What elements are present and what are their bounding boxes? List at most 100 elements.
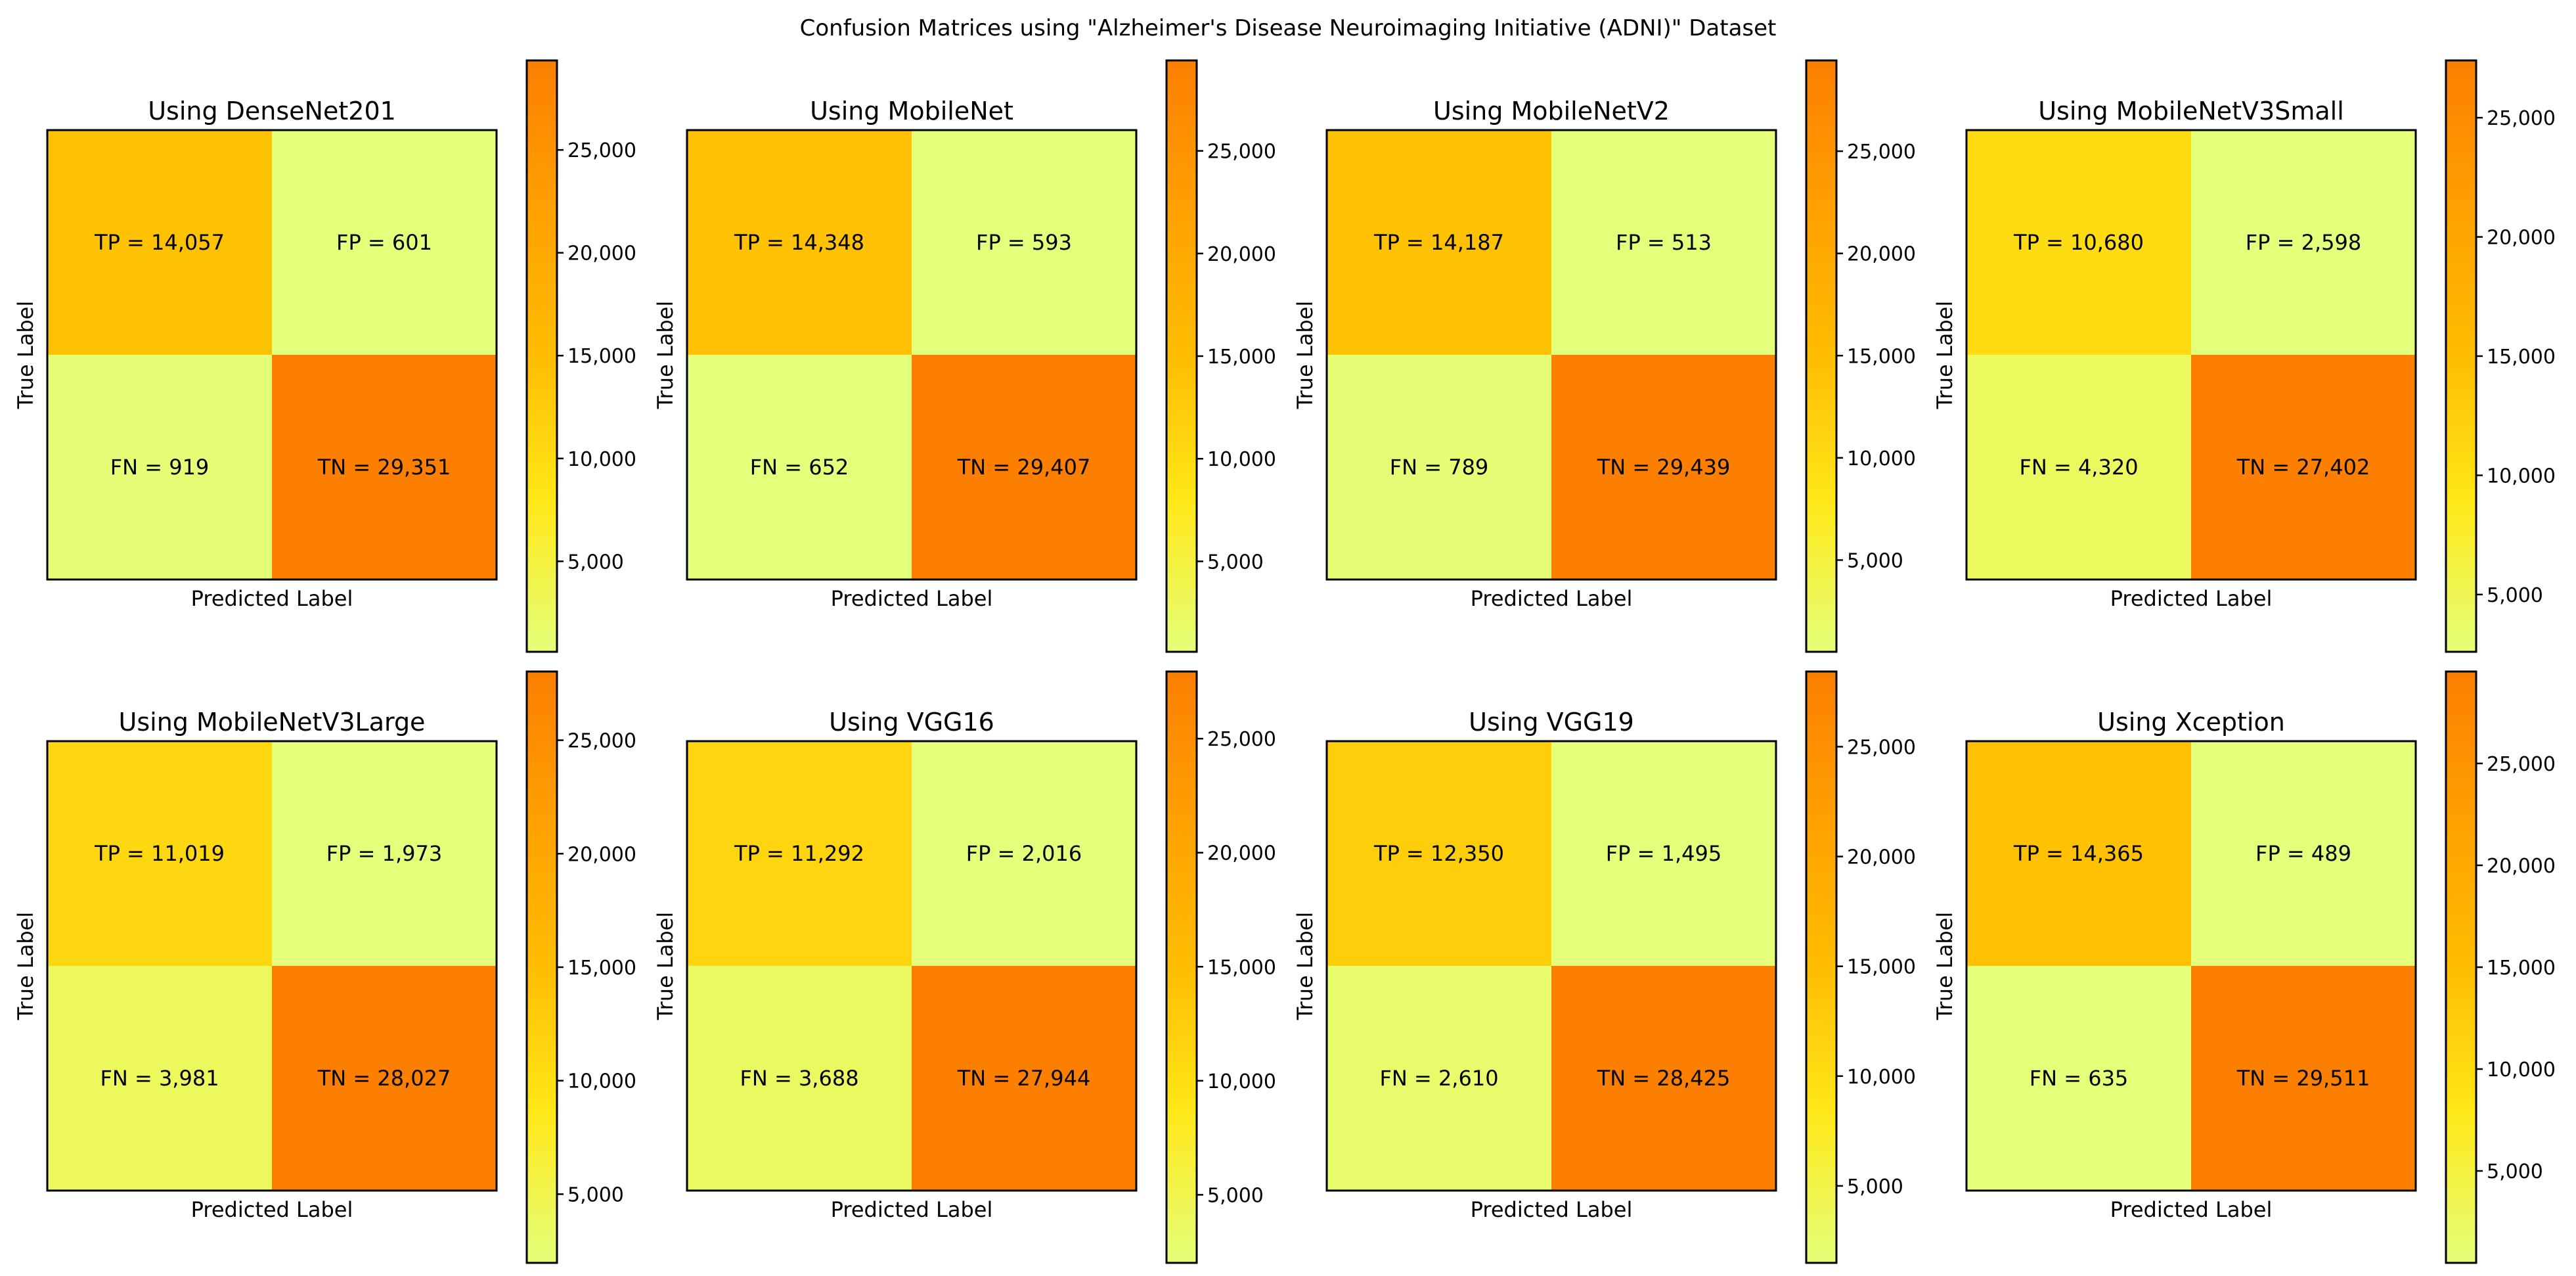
colorbar-tick-label: 5,000 <box>2487 1160 2543 1183</box>
heatmap-cell-fn <box>687 355 912 580</box>
cell-label-fn: FN = 2,610 <box>1379 1066 1498 1091</box>
heatmap-cell-tn <box>1551 355 1776 580</box>
colorbar-tick-label: 5,000 <box>567 1183 624 1206</box>
cell-label-fn: FN = 3,688 <box>740 1066 858 1091</box>
y-axis-label: True Label <box>1932 301 1957 409</box>
panel-title: Using VGG16 <box>829 708 994 737</box>
colorbar-tick-label: 10,000 <box>1207 1070 1276 1093</box>
confusion-panel-3: Using MobileNetV2 TP = 14,187 FP = 513 FN =… <box>1293 59 1916 653</box>
cell-label-tp: TP = 14,348 <box>734 230 864 255</box>
cell-label-fp: FP = 1,973 <box>326 841 442 866</box>
confusion-panel-6: Using VGG16 TP = 11,292 FP = 2,016 FN = 3,6… <box>653 670 1276 1264</box>
heatmap-cell-fn <box>47 355 272 580</box>
colorbar-tick-label: 10,000 <box>567 1070 636 1093</box>
cell-label-tn: TN = 27,944 <box>957 1066 1091 1091</box>
cell-label-tp: TP = 11,019 <box>94 841 225 866</box>
panel-title: Using MobileNet <box>810 97 1013 125</box>
panel-title: Using MobileNetV2 <box>1433 97 1670 125</box>
colorbar-tick-label: 5,000 <box>567 551 624 574</box>
heatmap-cell-fp <box>912 130 1136 355</box>
panel-title: Using DenseNet201 <box>148 97 396 125</box>
heatmap-cell-fn <box>1327 355 1551 580</box>
panel-title: Using Xception <box>2097 708 2285 737</box>
colorbar-tick-label: 5,000 <box>1847 1175 1903 1198</box>
cell-label-fp: FP = 601 <box>336 230 432 255</box>
x-axis-label: Predicted Label <box>2110 586 2273 611</box>
colorbar-tick-label: 20,000 <box>1847 243 1916 266</box>
colorbar-gradient <box>1166 60 1197 652</box>
heatmap-cell-tp <box>47 130 272 355</box>
cell-label-tp: TP = 14,187 <box>1373 230 1504 255</box>
heatmap-frame <box>1325 740 1777 1192</box>
heatmap-cell-tp <box>47 741 272 966</box>
colorbar-tick-label: 20,000 <box>2487 855 2556 878</box>
x-axis-label: Predicted Label <box>1471 586 1633 611</box>
cell-label-fn: FN = 635 <box>2030 1066 2129 1091</box>
colorbar-tick-label: 25,000 <box>1207 141 1276 164</box>
colorbar-tick-label: 25,000 <box>567 730 636 753</box>
colorbar-tick-label: 10,000 <box>1207 448 1276 471</box>
heatmap-cell-tp <box>1327 741 1551 966</box>
heatmap-cell-fn <box>687 966 912 1191</box>
colorbar-tick-label: 25,000 <box>1847 141 1916 164</box>
cell-label-fn: FN = 919 <box>110 455 210 480</box>
confusion-panel-4: Using MobileNetV3Small TP = 10,680 FP = 2,… <box>1932 59 2556 653</box>
heatmap-cell-fp <box>272 130 497 355</box>
cell-label-tn: TN = 28,027 <box>317 1066 451 1091</box>
cell-label-tn: TN = 29,511 <box>2236 1066 2370 1091</box>
x-axis-label: Predicted Label <box>191 1197 353 1222</box>
heatmap-cell-tp <box>1966 741 2191 966</box>
cell-label-fp: FP = 593 <box>976 230 1072 255</box>
heatmap-cell-fp <box>272 741 497 966</box>
cell-label-tn: TN = 28,425 <box>1597 1066 1731 1091</box>
cell-label-tn: TN = 29,407 <box>957 455 1091 480</box>
confusion-panel-8: Using Xception TP = 14,365 FP = 489 FN = 63… <box>1932 670 2556 1264</box>
heatmap-cell-fn <box>1327 966 1551 1191</box>
colorbar-frame <box>1805 670 1838 1264</box>
heatmap-cell-fp <box>2191 130 2416 355</box>
confusion-panel-5: Using MobileNetV3Large TP = 11,019 FP = 1,… <box>13 670 636 1264</box>
panels-container: Using DenseNet201 TP = 14,057 FP = 601 FN =… <box>13 59 2556 1264</box>
colorbar-gradient <box>2446 60 2476 652</box>
heatmap-cell-tp <box>687 130 912 355</box>
colorbar-tick-label: 25,000 <box>2487 107 2556 130</box>
cell-label-fn: FN = 789 <box>1390 455 1489 480</box>
colorbar-tick-label: 15,000 <box>1847 345 1916 368</box>
figure-suptitle: Confusion Matrices using "Alzheimer's Di… <box>800 15 1777 41</box>
colorbar-gradient <box>2446 672 2476 1263</box>
heatmap-cell-fn <box>1966 966 2191 1191</box>
cell-label-fn: FN = 652 <box>750 455 849 480</box>
cell-label-tp: TP = 14,365 <box>2013 841 2144 866</box>
panel-title: Using MobileNetV3Small <box>2038 97 2344 125</box>
heatmap-frame <box>1965 129 2417 581</box>
confusion-panel-7: Using VGG19 TP = 12,350 FP = 1,495 FN = 2,6… <box>1293 670 1916 1264</box>
colorbar-tick-label: 10,000 <box>2487 1059 2556 1082</box>
heatmap-cell-tn <box>2191 966 2416 1191</box>
x-axis-label: Predicted Label <box>831 586 993 611</box>
heatmap-cell-fn <box>1966 355 2191 580</box>
colorbar-tick-label: 20,000 <box>1847 846 1916 869</box>
colorbar-tick-label: 5,000 <box>1847 549 1903 572</box>
colorbar-tick-label: 15,000 <box>1207 956 1276 979</box>
heatmap-cell-tn <box>912 966 1136 1191</box>
heatmap-frame <box>1325 129 1777 581</box>
cell-label-tp: TP = 12,350 <box>1373 841 1504 866</box>
colorbar-tick-label: 25,000 <box>1847 736 1916 759</box>
colorbar-tick-label: 20,000 <box>567 843 636 866</box>
heatmap-cell-tn <box>1551 966 1776 1191</box>
cell-label-tp: TP = 10,680 <box>2013 230 2144 255</box>
colorbar-tick-label: 10,000 <box>567 448 636 471</box>
colorbar-tick-label: 20,000 <box>567 242 636 265</box>
panel-title: Using VGG19 <box>1469 708 1634 737</box>
colorbar-tick-label: 15,000 <box>1847 956 1916 979</box>
heatmap-cell-tp <box>1966 130 2191 355</box>
heatmap-frame <box>686 129 1138 581</box>
colorbar-tick-label: 10,000 <box>2487 465 2556 488</box>
colorbar-tick-label: 5,000 <box>1207 551 1264 574</box>
colorbar-tick-label: 10,000 <box>1847 1066 1916 1089</box>
colorbar-tick-label: 25,000 <box>1207 728 1276 751</box>
heatmap-cell-fp <box>1551 130 1776 355</box>
heatmap-cell-fp <box>1551 741 1776 966</box>
heatmap-frame <box>46 740 498 1192</box>
